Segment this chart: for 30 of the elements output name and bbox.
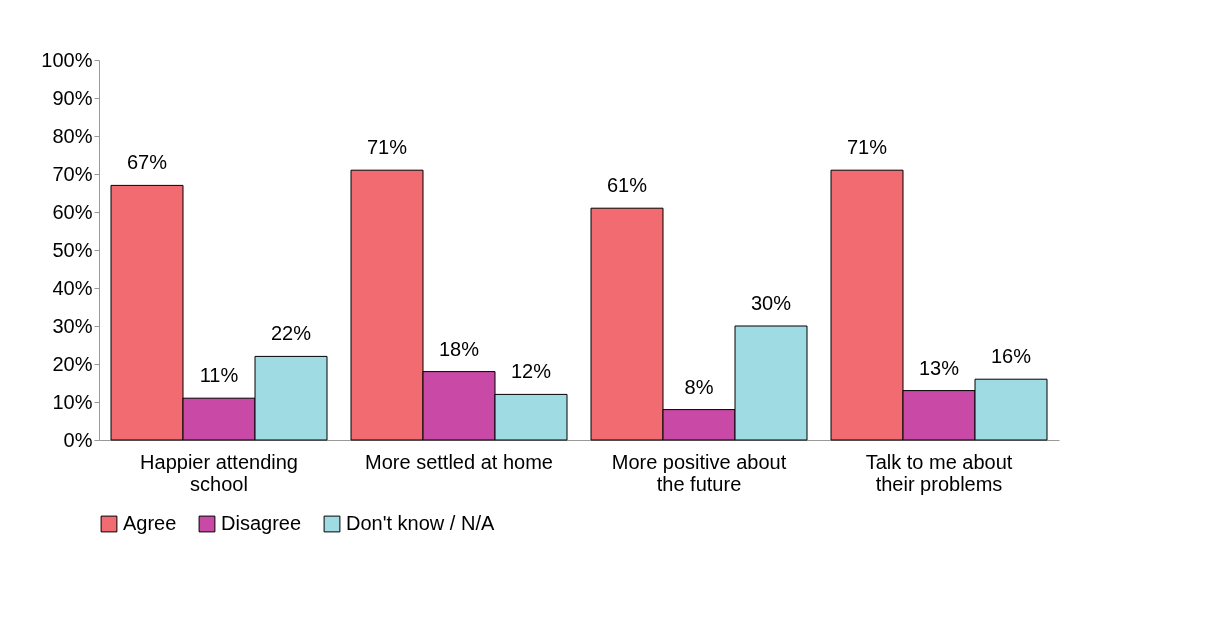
data-label: 67% xyxy=(126,151,168,174)
y-tick-label: 70% xyxy=(52,162,93,185)
data-label: 61% xyxy=(606,174,648,197)
data-label: 30% xyxy=(750,292,792,314)
legend-label: Disagree xyxy=(221,512,302,534)
x-tick-label: Happier attending school xyxy=(140,450,298,495)
y-tick-label: 80% xyxy=(52,124,93,147)
x-tick-label: More positive about the future xyxy=(611,450,787,495)
data-label: 12% xyxy=(510,360,552,383)
data-label: 71% xyxy=(846,136,888,159)
data-label: 71% xyxy=(366,136,408,159)
data-label: 13% xyxy=(918,356,960,379)
data-label: 8% xyxy=(684,375,714,398)
y-tick-label: 60% xyxy=(52,200,93,223)
y-tick-label: 20% xyxy=(52,352,93,375)
data-label: 18% xyxy=(438,337,480,360)
y-tick-label: 10% xyxy=(52,390,93,413)
data-label: 11% xyxy=(199,364,239,387)
x-tick-label: More settled at home xyxy=(365,450,553,473)
y-tick-label: 30% xyxy=(52,314,93,337)
data-label: 16% xyxy=(990,345,1032,368)
legend-label: Agree xyxy=(123,512,177,534)
data-label: 22% xyxy=(270,322,312,345)
legend-label: Don't know / N/A xyxy=(346,512,495,534)
y-tick-label: 90% xyxy=(52,86,93,109)
y-tick-label: 40% xyxy=(52,276,93,299)
x-tick-label: Talk to me about their problems xyxy=(865,450,1013,495)
y-tick-label: 100% xyxy=(41,48,93,71)
y-tick-label: 0% xyxy=(63,428,93,451)
y-tick-label: 50% xyxy=(52,238,93,261)
